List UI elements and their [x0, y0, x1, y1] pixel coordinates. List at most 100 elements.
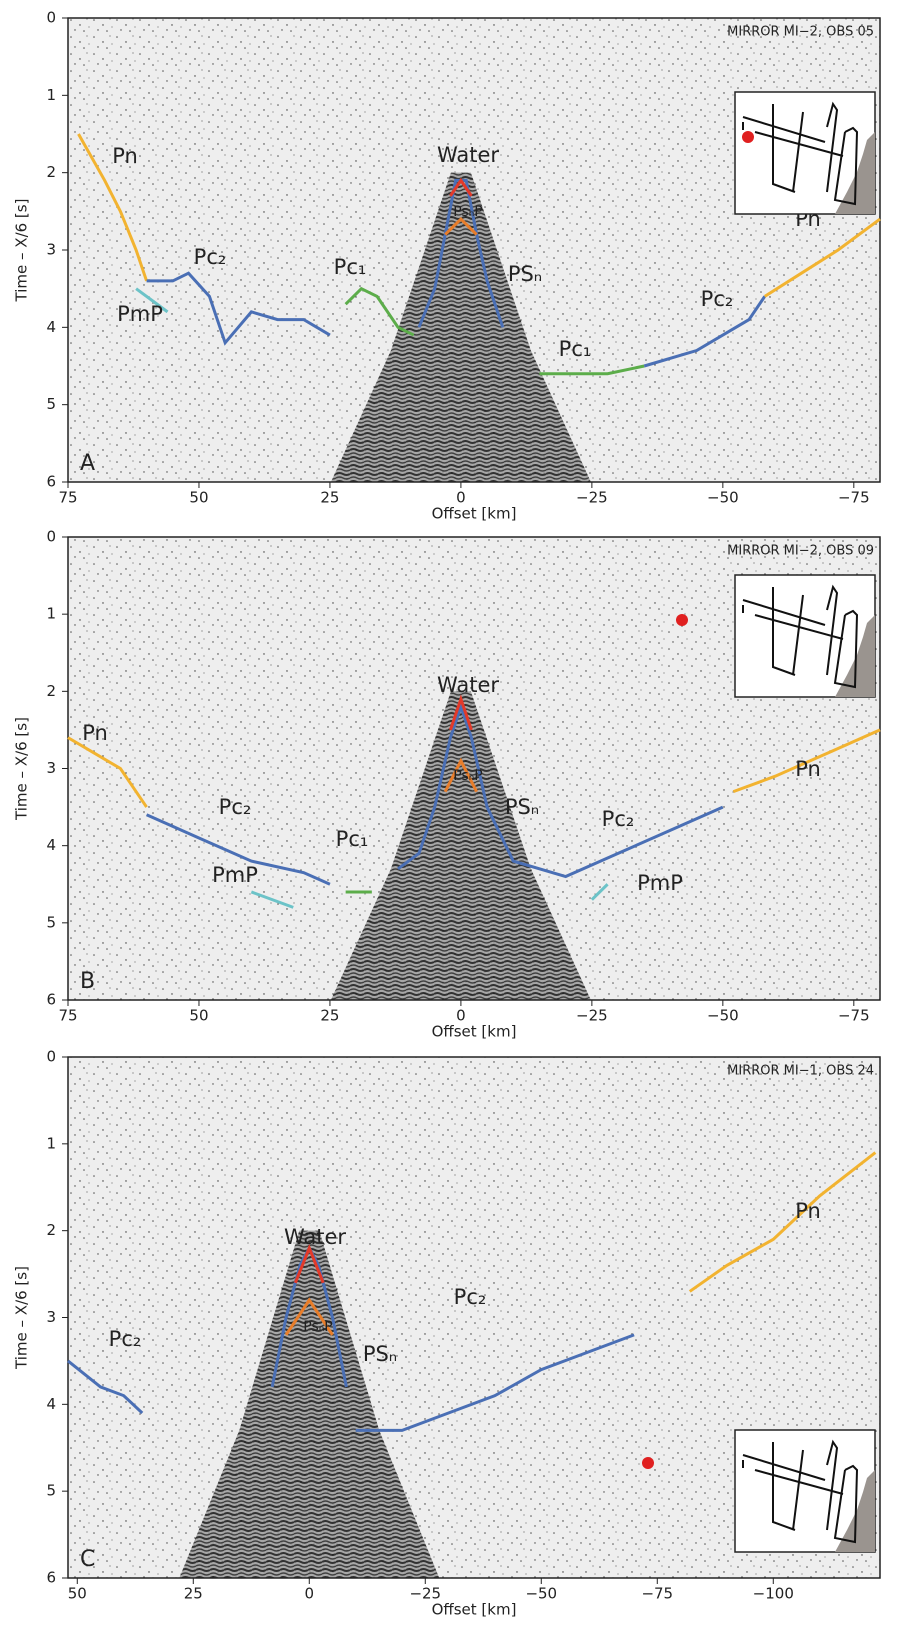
pick-line [146, 271, 331, 346]
phase-label: Pc₁ [336, 827, 369, 851]
station-label: MIRROR MI−1, OBS 24 [727, 1064, 874, 1079]
x-tick-label: −50 [707, 489, 739, 507]
pick-line [77, 133, 149, 282]
phase-label: PSₙ [508, 262, 542, 286]
phase-label: Pc₂ [701, 287, 734, 311]
phase-label: Water [437, 673, 499, 697]
y-tick-label: 3 [46, 759, 56, 777]
y-tick-label: 3 [46, 1308, 56, 1326]
pick-line [539, 364, 645, 376]
x-tick-label: 50 [68, 1585, 87, 1603]
y-tick-label: 4 [46, 1395, 56, 1413]
inset-map [642, 1429, 876, 1553]
pick-line [135, 287, 169, 314]
x-tick-label: 0 [305, 1585, 315, 1603]
x-tick-label: 75 [58, 489, 77, 507]
pick-line [444, 216, 478, 236]
inset-map [676, 574, 876, 698]
phase-label: Pc₂ [454, 1285, 487, 1309]
phase-label: PsₙP [303, 1319, 333, 1335]
y-axis-label: Time – X/6 [s] [13, 1266, 31, 1370]
x-tick-label: 50 [189, 489, 208, 507]
x-tick-label: −25 [576, 489, 608, 507]
phase-label: PsₙP [453, 768, 483, 784]
phase-label: Pc₂ [109, 1327, 142, 1351]
phase-label: Pn [795, 1199, 821, 1223]
phase-label: PmP [117, 302, 163, 326]
pick-line [67, 1359, 144, 1415]
y-tick-label: 4 [46, 318, 56, 336]
station-label: MIRROR MI−2, OBS 05 [727, 25, 874, 40]
coastline [835, 1470, 875, 1552]
pick-line [688, 1151, 877, 1293]
x-tick-label: −50 [525, 1585, 557, 1603]
x-tick-label: 50 [189, 1007, 208, 1025]
pick-line [293, 1243, 325, 1284]
phase-label: PmP [637, 871, 683, 895]
pick-line [732, 728, 881, 794]
y-tick-label: 4 [46, 836, 56, 854]
y-tick-label: 6 [46, 991, 56, 1009]
x-tick-label: 75 [58, 1007, 77, 1025]
x-tick-label: −75 [838, 489, 870, 507]
station-marker [676, 614, 688, 626]
y-tick-label: 5 [46, 1482, 56, 1500]
x-tick-label: −100 [753, 1585, 794, 1603]
pick-line [67, 736, 148, 808]
y-tick-label: 1 [46, 605, 56, 623]
phase-label: Pc₁ [334, 255, 367, 279]
x-tick-label: −75 [641, 1585, 673, 1603]
y-tick-label: 6 [46, 473, 56, 491]
phase-label: PSₙ [505, 795, 539, 819]
panel-letter: B [80, 969, 95, 994]
signal-cone [179, 1230, 440, 1578]
phase-label: Pn [112, 144, 138, 168]
pick-line [355, 1333, 635, 1432]
y-tick-label: 6 [46, 1569, 56, 1587]
x-tick-label: 0 [456, 1007, 466, 1025]
pick-line [643, 295, 766, 368]
y-tick-label: 1 [46, 1134, 56, 1152]
pick-line [397, 702, 724, 879]
y-tick-label: 2 [46, 1221, 56, 1239]
pick-line [344, 286, 415, 337]
phase-label: Pc₁ [559, 337, 592, 361]
pick-line [590, 883, 609, 901]
plot-frame [67, 536, 881, 1001]
phase-label: Pc₂ [602, 807, 635, 831]
x-tick-label: 0 [456, 489, 466, 507]
phase-label: Water [284, 1225, 346, 1249]
y-tick-label: 0 [46, 1048, 56, 1066]
panel-letter: C [80, 1547, 95, 1572]
y-tick-label: 2 [46, 163, 56, 181]
y-axis-label: Time – X/6 [s] [13, 199, 31, 303]
x-axis-label: Offset [km] [432, 1023, 517, 1041]
y-tick-label: 5 [46, 395, 56, 413]
pick-line [250, 890, 294, 909]
station-label: MIRROR MI−2, OBS 09 [727, 544, 874, 559]
survey-lines [742, 1439, 859, 1544]
x-tick-label: −75 [838, 1007, 870, 1025]
pick-line [145, 813, 331, 886]
phase-label: Pn [82, 721, 108, 745]
coastline [835, 615, 875, 697]
phase-label: Pn [795, 757, 821, 781]
pick-line [449, 694, 473, 731]
inset-map [734, 91, 876, 215]
x-tick-label: 25 [184, 1585, 203, 1603]
y-tick-label: 0 [46, 9, 56, 27]
phase-label: Water [437, 143, 499, 167]
signal-cone [330, 172, 591, 482]
y-tick-label: 2 [46, 682, 56, 700]
x-axis-label: Offset [km] [432, 505, 517, 523]
phase-label: Pc₂ [219, 795, 252, 819]
y-tick-label: 3 [46, 241, 56, 259]
coastline [835, 132, 875, 214]
panel-letter: A [80, 451, 95, 476]
phase-label: Pc₂ [194, 245, 227, 269]
phase-label: PmP [212, 863, 258, 887]
station-marker [742, 131, 754, 143]
survey-lines [742, 101, 859, 206]
x-axis-label: Offset [km] [432, 1601, 517, 1619]
